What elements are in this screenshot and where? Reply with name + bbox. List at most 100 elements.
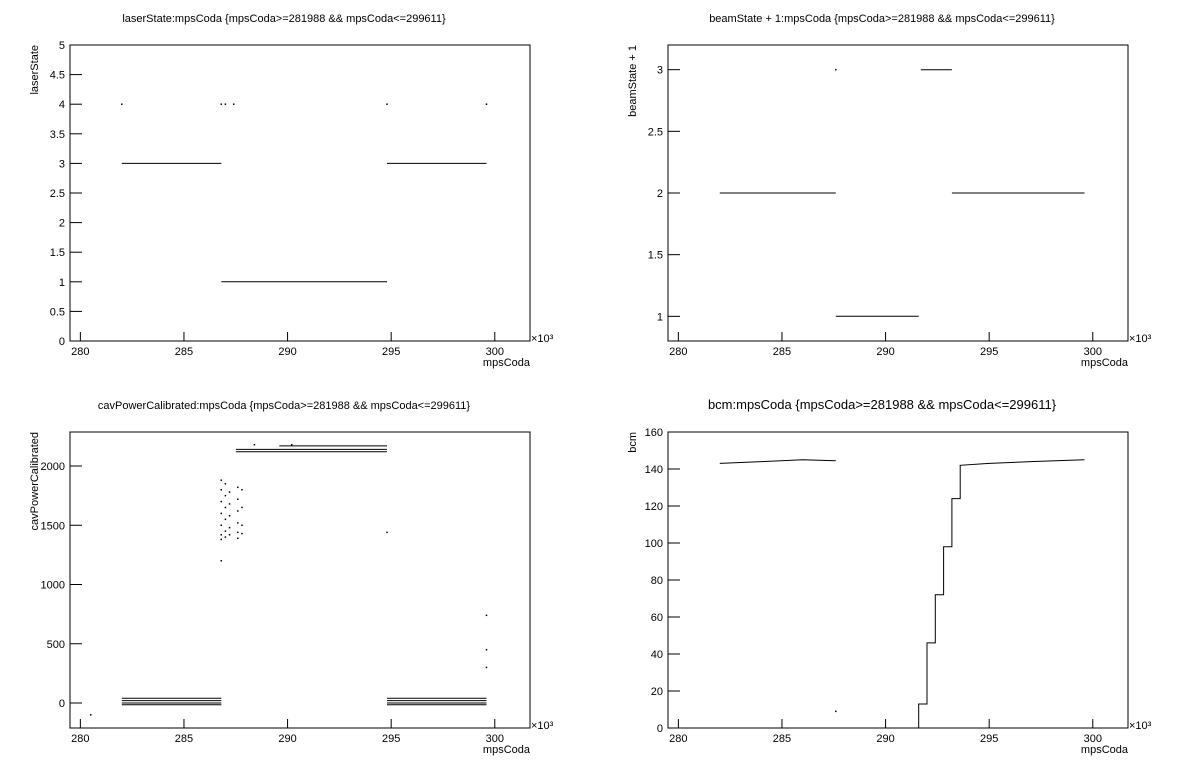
x-tick-label: 280: [71, 733, 89, 745]
x-axis-label: mpsCoda: [483, 357, 531, 369]
data-point: [485, 614, 488, 617]
y-tick-label: 3: [657, 65, 663, 77]
data-line: [121, 445, 487, 706]
y-tick-label: 1: [59, 277, 65, 289]
data-point: [228, 503, 231, 505]
y-tick-label: 40: [651, 649, 663, 661]
x-tick-label: 290: [876, 346, 894, 358]
y-tick-label: 80: [651, 575, 663, 587]
data-point: [224, 103, 227, 105]
data-point: [228, 533, 231, 536]
x-tick-label: 285: [773, 346, 791, 358]
chart-title: beamState + 1:mpsCoda {mpsCoda>=281988 &…: [709, 13, 1055, 25]
data-point: [228, 491, 231, 493]
y-tick-label: 0: [59, 698, 65, 710]
data-point: [237, 486, 239, 489]
y-axis-label: bcm: [627, 432, 639, 453]
y-tick-label: 0: [657, 723, 663, 735]
data-point: [237, 522, 239, 524]
data-point: [220, 500, 223, 503]
x-multiplier: ×10³: [1129, 333, 1152, 345]
y-tick-label: 0: [59, 336, 65, 348]
x-tick-label: 280: [71, 346, 89, 358]
data-line: [121, 162, 487, 283]
data-point: [241, 488, 243, 491]
x-tick-label: 300: [1084, 346, 1102, 358]
data-point: [485, 103, 488, 105]
y-tick-label: 100: [645, 538, 663, 550]
data-point: [220, 488, 223, 491]
data-point: [89, 714, 92, 716]
y-tick-label: 0.5: [50, 306, 65, 318]
y-tick-label: 20: [651, 686, 663, 698]
y-tick-label: 4: [59, 99, 65, 111]
data-point: [237, 531, 239, 534]
data-point: [241, 524, 243, 527]
x-multiplier: ×10³: [531, 720, 554, 732]
x-tick-label: 285: [175, 733, 193, 745]
frame: [69, 431, 531, 729]
data-point: [241, 532, 243, 535]
x-axis-label: mpsCoda: [483, 744, 531, 756]
y-tick-label: 2: [657, 188, 663, 200]
y-tick-label: 2000: [41, 461, 65, 473]
x-tick-label: 300: [1084, 733, 1102, 745]
data-point: [224, 518, 227, 521]
frame: [69, 44, 531, 342]
data-point: [228, 515, 231, 517]
y-tick-label: 3.5: [50, 129, 65, 141]
data-point: [253, 443, 256, 446]
data-point: [485, 648, 488, 651]
x-tick-label: 295: [382, 733, 400, 745]
x-tick-label: 290: [278, 733, 296, 745]
x-tick-label: 295: [980, 346, 998, 358]
y-tick-label: 1.5: [648, 250, 663, 262]
x-axis-label: mpsCoda: [1081, 744, 1129, 756]
data-point: [485, 666, 488, 669]
y-tick-label: 2.5: [50, 188, 65, 200]
x-multiplier: ×10³: [531, 333, 554, 345]
y-axis-label: beamState + 1: [627, 45, 639, 117]
chart-title: cavPowerCalibrated:mpsCoda {mpsCoda>=281…: [98, 400, 471, 412]
data-point: [241, 506, 243, 509]
x-tick-label: 290: [876, 733, 894, 745]
data-point: [386, 531, 388, 534]
frame: [667, 431, 1129, 729]
chart-title: bcm:mpsCoda {mpsCoda>=281988 && mpsCoda<…: [708, 397, 1057, 412]
data-line: [719, 69, 1085, 317]
data-point: [220, 538, 223, 541]
chart-title: laserState:mpsCoda {mpsCoda>=281988 && m…: [122, 13, 446, 25]
data-point: [220, 479, 223, 481]
y-tick-label: 120: [645, 501, 663, 513]
x-axis-label: mpsCoda: [1081, 357, 1129, 369]
data-point: [220, 533, 223, 536]
data-point: [224, 506, 227, 509]
data-point: [224, 494, 227, 497]
y-tick-label: 160: [645, 427, 663, 439]
data-point: [121, 103, 123, 105]
data-point: [835, 710, 837, 713]
data-point: [224, 536, 227, 538]
y-tick-label: 60: [651, 612, 663, 624]
x-tick-label: 280: [669, 733, 687, 745]
y-tick-label: 3: [59, 158, 65, 170]
y-tick-label: 5: [59, 40, 65, 52]
data-point: [237, 510, 239, 512]
y-tick-label: 1.5: [50, 247, 65, 259]
y-axis-label: laserState: [29, 45, 41, 95]
data-point: [228, 526, 231, 529]
x-multiplier: ×10³: [1129, 720, 1152, 732]
x-tick-label: 300: [486, 733, 504, 745]
data-point: [224, 530, 227, 532]
data-point: [220, 560, 223, 562]
data-point: [290, 443, 293, 446]
x-tick-label: 280: [669, 346, 687, 358]
data-point: [224, 483, 227, 485]
y-tick-label: 2.5: [648, 126, 663, 138]
data-point: [237, 498, 239, 500]
data-point: [386, 103, 388, 105]
x-tick-label: 295: [382, 346, 400, 358]
x-tick-label: 300: [486, 346, 504, 358]
y-tick-label: 500: [47, 639, 65, 651]
